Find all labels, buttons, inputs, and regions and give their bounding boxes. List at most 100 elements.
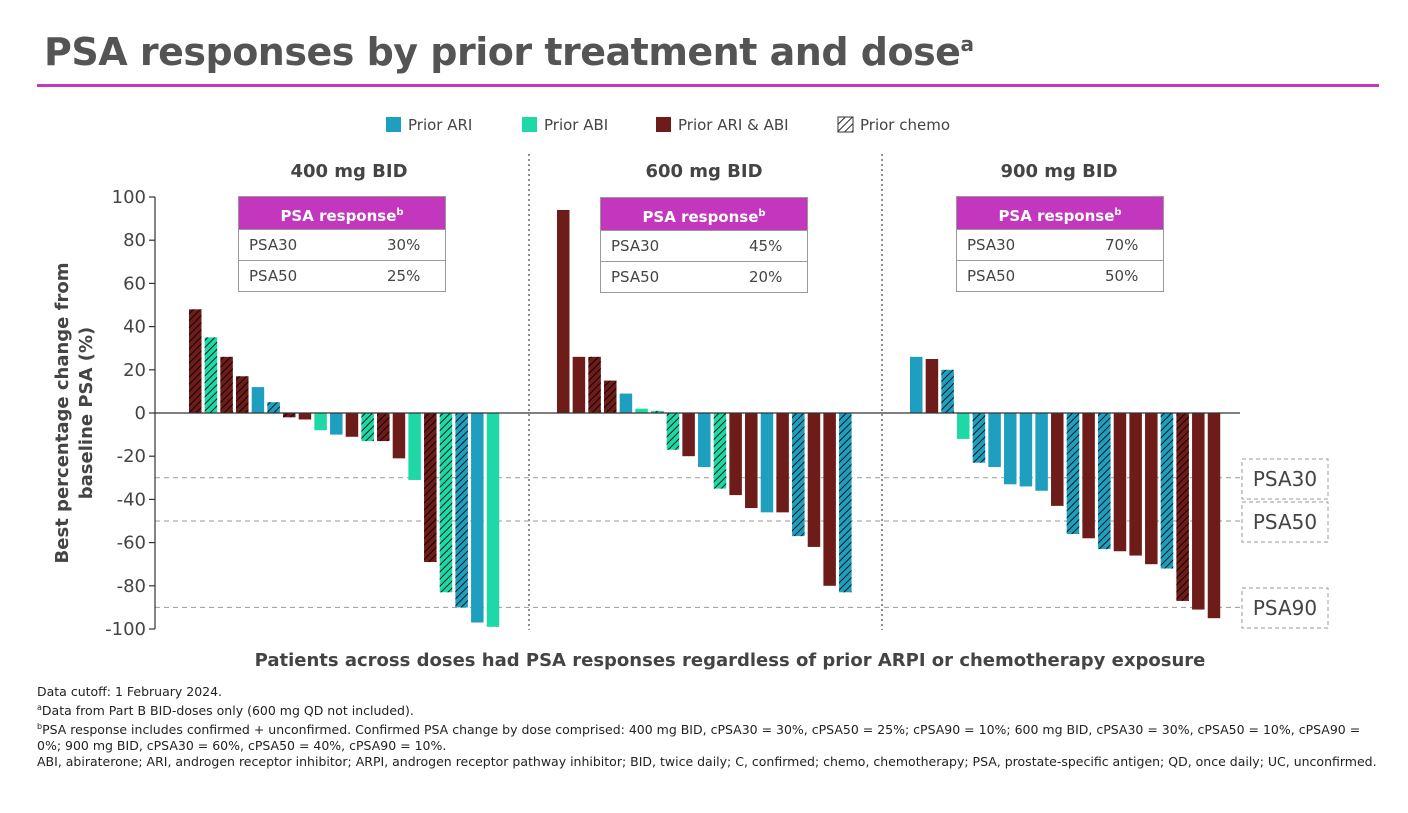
table-header-marker: b	[758, 208, 766, 219]
y-tick-label: -60	[117, 533, 146, 554]
bar	[557, 209, 570, 413]
bar-hatch	[204, 337, 218, 413]
bar	[392, 413, 406, 459]
y-axis-title: Best percentage change from baseline PSA …	[52, 263, 97, 564]
bar	[925, 359, 939, 413]
bar	[698, 413, 711, 467]
reference-label: PSA90	[1253, 596, 1317, 620]
reference-label-box	[1241, 501, 1329, 543]
bar-hatch	[1160, 413, 1174, 569]
title-text: PSA responses by prior treatment and dos…	[44, 30, 961, 74]
table-row: PSA30 70%	[957, 229, 1163, 260]
footnotes: Data cutoff: 1 February 2024. aData from…	[37, 684, 1377, 770]
y-tick-label: 100	[112, 187, 146, 208]
bar	[682, 413, 695, 457]
y-tick-label: 40	[123, 317, 146, 338]
reference-label: PSA30	[1253, 467, 1317, 491]
footnote-cutoff: Data cutoff: 1 February 2024.	[37, 684, 223, 699]
bar	[760, 413, 774, 513]
y-tick-label: 60	[123, 273, 146, 294]
bar-hatch	[189, 309, 202, 413]
row-label: PSA30	[967, 236, 1016, 254]
bar	[572, 356, 586, 413]
footnote-abbreviations: ABI, abiraterone; ARI, androgen receptor…	[37, 754, 1377, 770]
bar	[988, 413, 1001, 467]
table-row: PSA30 45%	[601, 230, 807, 261]
table-row: PSA30 30%	[239, 229, 445, 260]
legend-swatch-both	[656, 117, 671, 132]
footnote-marker-b: b	[37, 722, 43, 732]
y-tick-label: -20	[117, 446, 146, 467]
bar-hatch	[666, 413, 680, 450]
bar-hatch	[941, 369, 954, 413]
title-footnote-marker: a	[960, 32, 974, 56]
y-tick-label: 20	[123, 360, 146, 381]
footnote-a: aData from Part B BID-doses only (600 mg…	[37, 700, 1377, 719]
bar-hatch	[713, 413, 727, 489]
y-tick-label: -40	[117, 489, 146, 510]
bar	[729, 413, 742, 496]
bar	[1145, 413, 1158, 565]
table-header-marker: b	[396, 207, 404, 218]
bar	[408, 413, 421, 480]
bar	[251, 387, 265, 413]
legend-swatch-ari	[386, 117, 401, 132]
table-header-text: PSA response	[280, 207, 397, 225]
table-header-marker: b	[1114, 207, 1122, 218]
bar	[635, 408, 648, 413]
table-header: PSA responseb	[601, 198, 807, 230]
bar	[1129, 413, 1142, 556]
y-tick-label: -80	[117, 576, 146, 597]
bar-hatch	[283, 413, 296, 418]
bar	[486, 413, 500, 627]
legend-label-chemo: Prior chemo	[860, 116, 950, 134]
bar-hatch	[377, 413, 390, 442]
bars-layer	[189, 209, 1221, 627]
y-axis-title-line1: Best percentage change from	[52, 263, 73, 564]
bar	[745, 413, 758, 509]
bar-hatch	[424, 413, 437, 563]
chart-caption: Patients across doses had PSA responses …	[255, 650, 1206, 671]
bar	[776, 413, 789, 513]
row-label: PSA50	[611, 268, 660, 286]
legend-swatch-abi	[522, 117, 537, 132]
bar	[1035, 413, 1048, 491]
legend-label-both: Prior ARI & ABI	[678, 116, 789, 134]
footnote-b: bPSA response includes confirmed + uncon…	[37, 719, 1377, 754]
bar	[471, 413, 484, 623]
row-value: 20%	[749, 268, 783, 286]
bar-hatch	[588, 356, 601, 413]
bar	[1113, 413, 1127, 552]
bar	[1019, 413, 1033, 487]
panel-label: 400 mg BID	[290, 161, 407, 182]
y-axis-title-line2: baseline PSA (%)	[76, 327, 97, 499]
row-value: 30%	[387, 236, 421, 254]
y-tick-label: -100	[105, 619, 146, 640]
row-label: PSA30	[611, 237, 660, 255]
bar-hatch	[439, 413, 453, 593]
bar	[1192, 413, 1205, 610]
panel-label: 600 mg BID	[645, 161, 762, 182]
panel-label: 900 mg BID	[1000, 161, 1117, 182]
legend-label-ari: Prior ARI	[408, 116, 472, 134]
axis-layer: 400 mg BID 600 mg BID 900 mg BID 100 80 60 40 2…	[52, 161, 1240, 671]
table-header: PSA responseb	[957, 197, 1163, 229]
reference-label-box	[1241, 587, 1329, 629]
bar-hatch	[792, 413, 805, 537]
bar	[823, 413, 836, 586]
bar	[807, 413, 821, 547]
table-row: PSA50 25%	[239, 260, 445, 291]
bar	[1082, 413, 1095, 539]
bar	[619, 393, 633, 413]
bar-hatch	[604, 380, 617, 413]
bar	[345, 413, 359, 437]
bar-hatch	[1176, 413, 1189, 601]
bar	[1004, 413, 1017, 485]
row-label: PSA50	[967, 267, 1016, 285]
bar-hatch	[220, 356, 233, 413]
row-value: 70%	[1105, 236, 1139, 254]
row-label: PSA50	[249, 267, 298, 285]
table-row: PSA50 20%	[601, 261, 807, 292]
bar-hatch	[455, 413, 468, 608]
